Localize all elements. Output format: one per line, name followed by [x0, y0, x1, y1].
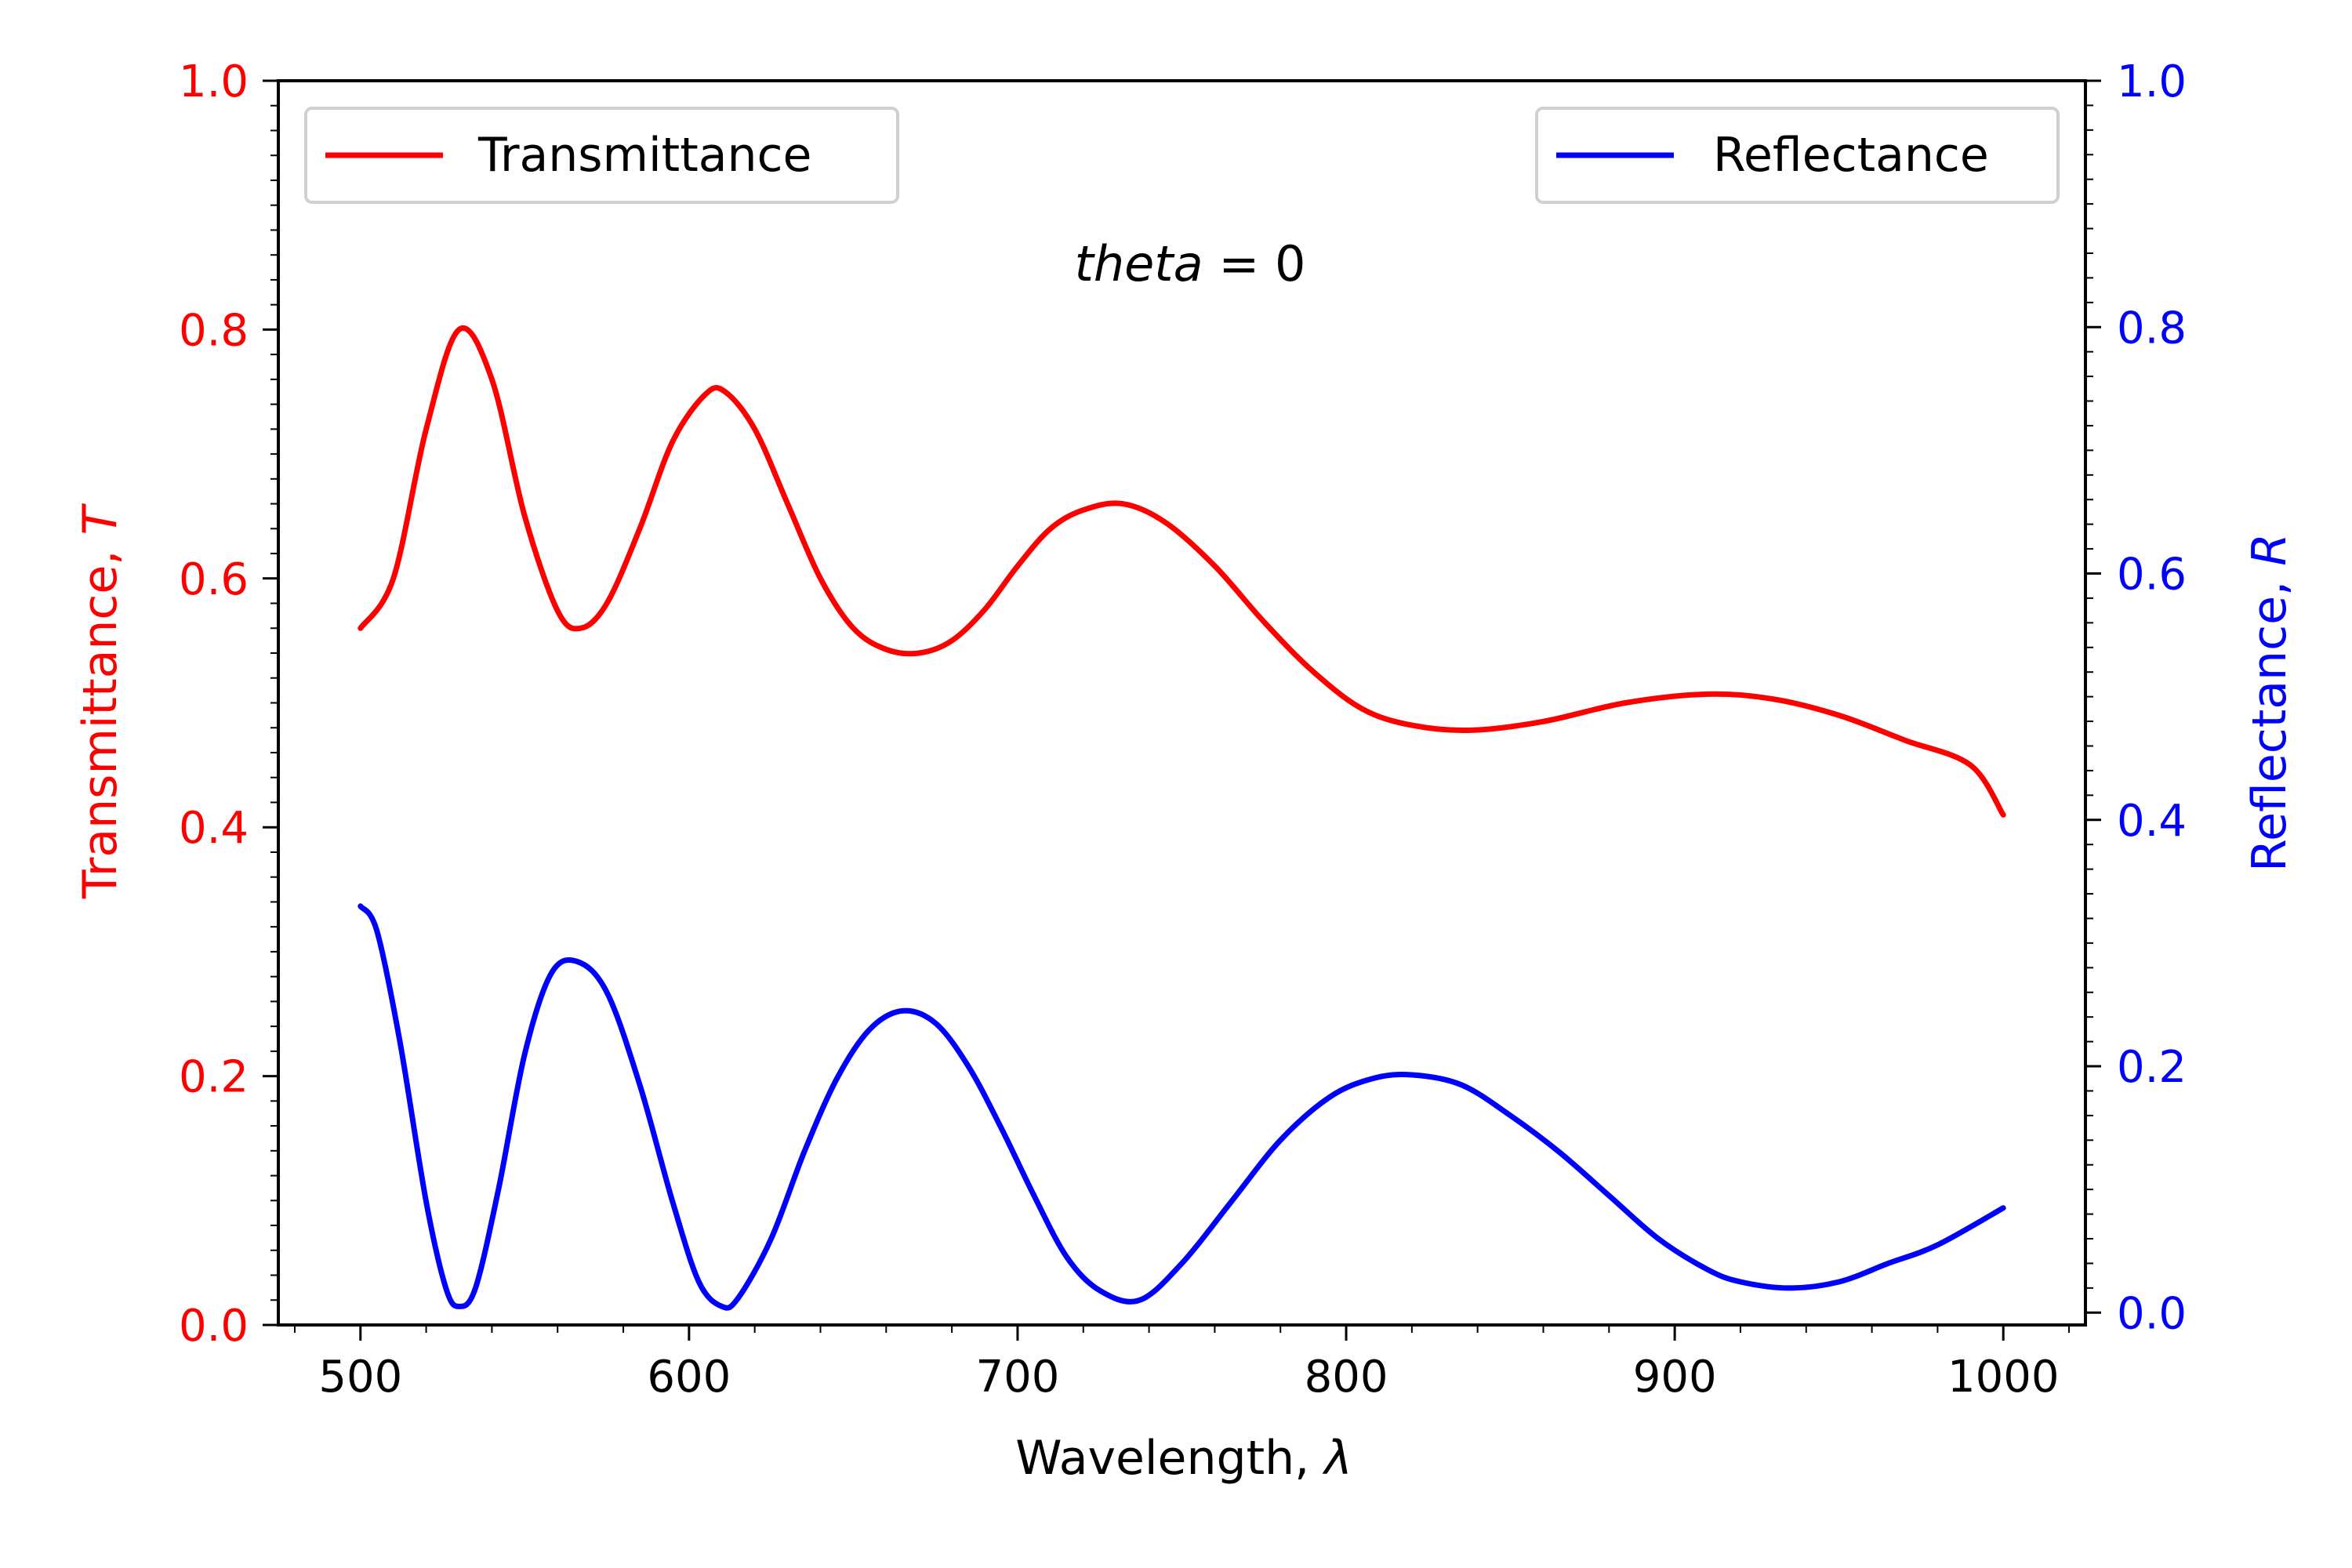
plot-frame	[277, 79, 2087, 1327]
legend-right-box	[1535, 107, 2060, 204]
y-left-tick-label: 1.0	[179, 56, 249, 107]
legend-right: Reflectance	[1535, 107, 2060, 204]
x-tick-label: 1000	[1947, 1352, 2060, 1403]
y-left-tick-label: 0.2	[179, 1052, 249, 1103]
y-right-tick-label: 0.2	[2117, 1042, 2187, 1093]
y-right-tick-label: 0.4	[2117, 796, 2187, 847]
x-axis-title: Wavelength, λ	[1015, 1431, 1352, 1486]
series-line-transmittance	[358, 325, 2006, 818]
y-axis-right-title-symbol: R	[2242, 533, 2297, 566]
x-axis-title-symbol: λ	[1322, 1431, 1352, 1486]
y-left-tick-label: 0.6	[179, 554, 249, 605]
y-axis-right-title: Reflectance, R	[2242, 533, 2297, 872]
x-tick-label: 800	[1305, 1352, 1388, 1403]
y-right-tick-label: 0.0	[2117, 1288, 2187, 1339]
y-left-tick-label: 0.4	[179, 803, 249, 854]
y-axis-right-title-text: Reflectance,	[2242, 566, 2297, 872]
y-right-tick-label: 0.6	[2117, 550, 2187, 601]
tick-labels: 500 600 700 800 900 1000 0.0 0.2 0.4 0.6 0.8 1.0 0.0…	[179, 56, 2187, 1403]
x-tick-label: 600	[647, 1352, 731, 1403]
x-tick-label: 500	[318, 1352, 402, 1403]
y-axis-left-title-symbol: T	[73, 503, 128, 535]
legend-reflectance-label: Reflectance	[1713, 128, 1989, 183]
x-tick-label: 700	[976, 1352, 1060, 1403]
annotation-theta-symbol: theta	[1075, 235, 1203, 292]
y-axis-left-title: Transmittance, T	[73, 503, 128, 900]
series-layer	[358, 325, 2006, 1311]
y-right-tick-label: 0.8	[2117, 303, 2187, 354]
y-right-tick-label: 1.0	[2117, 56, 2187, 107]
annotation-theta-value: = 0	[1203, 235, 1306, 292]
y-left-tick-label: 0.8	[179, 305, 249, 356]
annotation-theta: theta = 0	[1075, 235, 1306, 292]
legend-transmittance-label: Transmittance	[477, 128, 811, 183]
y-left-tick-label: 0.0	[179, 1301, 249, 1352]
major-ticks	[263, 79, 2101, 1341]
series-line-reflectance	[358, 903, 2006, 1311]
x-tick-label: 900	[1633, 1352, 1717, 1403]
y-axis-left-title-text: Transmittance,	[73, 535, 128, 900]
legend-left: Transmittance	[304, 107, 899, 204]
x-axis-title-text: Wavelength,	[1015, 1431, 1324, 1486]
legend-left-box	[304, 107, 899, 204]
